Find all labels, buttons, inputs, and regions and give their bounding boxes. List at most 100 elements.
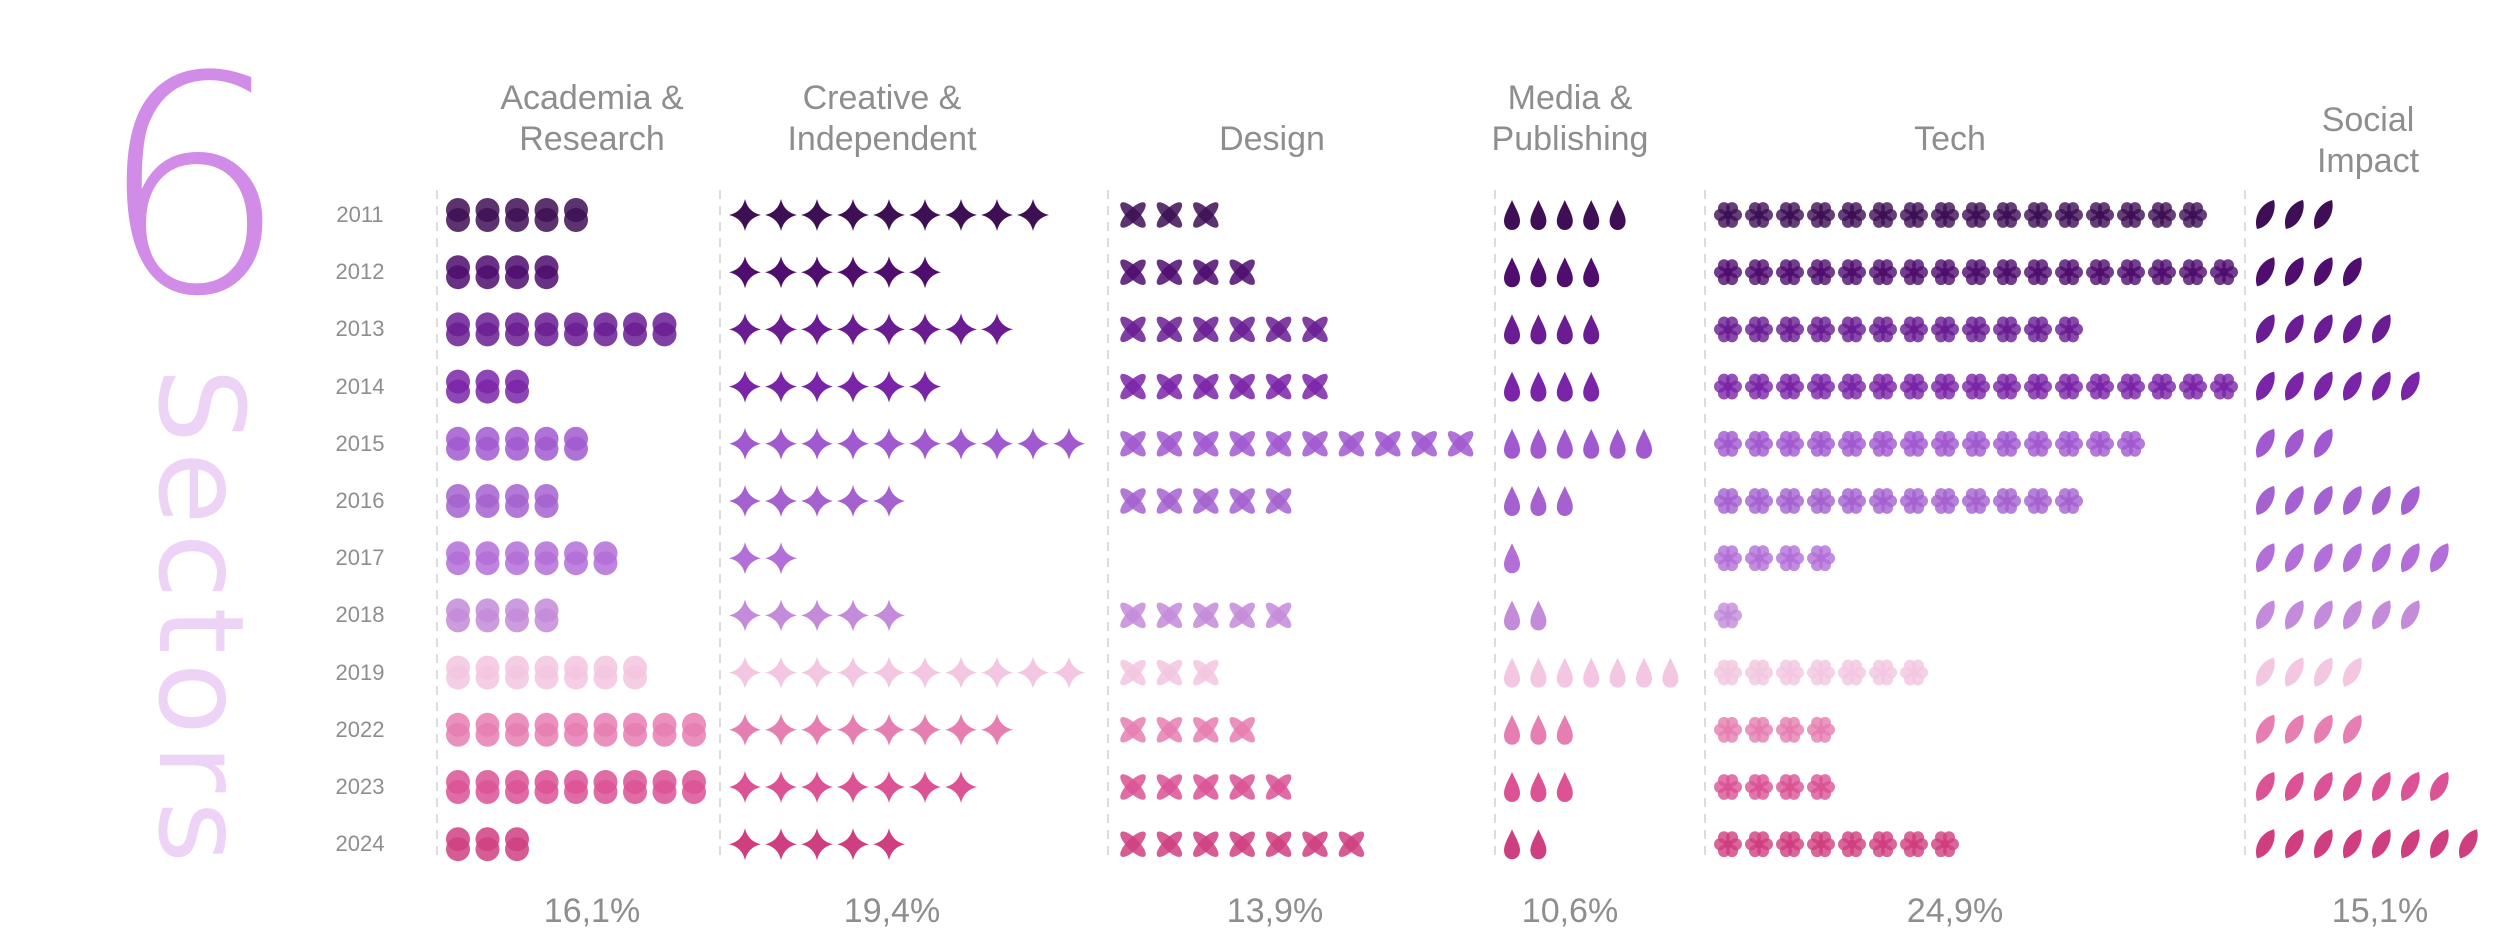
- flower-icon: [1900, 831, 1928, 858]
- double-circle-icon: [475, 541, 500, 576]
- flower-icon: [1714, 259, 1742, 286]
- double-circle-icon: [534, 484, 559, 518]
- sparkle-star-icon: [981, 313, 1013, 346]
- drop-icon: [1530, 200, 1547, 230]
- sparkle-star-icon: [729, 599, 761, 632]
- drop-icon: [1530, 314, 1547, 345]
- leaf-icon: [2313, 486, 2333, 515]
- flower-icon: [1869, 430, 1897, 457]
- x-petal-icon: [1229, 774, 1255, 800]
- flower-icon: [1900, 316, 1928, 343]
- x-petal-icon: [1229, 831, 1255, 857]
- year-label: 2015: [335, 430, 385, 456]
- x-petal-icon: [1156, 602, 1183, 629]
- sparkle-star-icon: [729, 485, 761, 517]
- x-petal-icon: [1156, 659, 1183, 686]
- sparkle-star-icon: [729, 771, 761, 803]
- sparkle-star-icon: [765, 656, 797, 689]
- x-petal-icon: [1265, 373, 1292, 400]
- drop-icon: [1583, 657, 1600, 688]
- x-petal-icon: [1229, 602, 1255, 629]
- double-circle-icon: [446, 541, 470, 576]
- flower-icon: [1807, 545, 1835, 572]
- sparkle-star-icon: [981, 427, 1013, 460]
- x-petal-icon: [1265, 316, 1292, 343]
- flower-icon: [2055, 488, 2083, 514]
- leaf-icon: [2429, 829, 2449, 859]
- sparkle-star-icon: [873, 599, 905, 632]
- flower-icon: [1807, 774, 1835, 800]
- flower-icon: [1807, 259, 1835, 286]
- sparkle-star-icon: [729, 256, 761, 289]
- flower-icon: [1714, 488, 1742, 514]
- flower-icon: [1776, 259, 1804, 286]
- flower-icon: [1931, 316, 1959, 343]
- drop-icon: [1504, 200, 1520, 230]
- sparkle-star-icon: [765, 199, 797, 231]
- sparkle-star-icon: [873, 370, 905, 403]
- drop-icon: [1504, 371, 1520, 402]
- double-circle-icon: [446, 770, 470, 804]
- flower-icon: [1869, 259, 1897, 286]
- flower-icon: [1714, 545, 1742, 572]
- drop-icon: [1530, 371, 1547, 402]
- x-petal-icon: [1156, 259, 1183, 285]
- drop-icon: [1556, 371, 1573, 402]
- flower-icon: [1838, 488, 1866, 514]
- year-label: 2012: [335, 259, 385, 285]
- leaf-icon: [2342, 257, 2362, 287]
- double-circle-icon: [564, 198, 588, 232]
- flower-icon: [1931, 488, 1959, 514]
- year-label: 2019: [335, 659, 385, 685]
- year-label: 2023: [335, 774, 385, 799]
- flower-icon: [2148, 373, 2176, 400]
- leaf-icon: [2284, 314, 2304, 344]
- x-petal-icon: [1193, 259, 1219, 285]
- flower-icon: [1993, 430, 2021, 457]
- sparkle-star-icon: [765, 599, 797, 632]
- flower-icon: [1776, 488, 1804, 514]
- flower-icon: [2117, 430, 2145, 457]
- leaf-icon: [2313, 314, 2333, 344]
- sparkle-star-icon: [801, 599, 833, 632]
- flower-icon: [2024, 316, 2052, 343]
- x-petal-icon: [1265, 431, 1292, 457]
- drop-icon: [1504, 714, 1520, 745]
- leaf-icon: [2313, 714, 2333, 744]
- drop-icon: [1530, 257, 1547, 288]
- x-petal-icon: [1193, 831, 1219, 857]
- flower-icon: [1745, 545, 1773, 572]
- flower-icon: [1962, 430, 1990, 457]
- double-circle-icon: [564, 426, 588, 461]
- drop-icon: [1504, 543, 1520, 574]
- flower-icon: [1714, 202, 1742, 228]
- year-label: 2016: [335, 488, 385, 513]
- flower-icon: [2055, 373, 2083, 400]
- leaf-icon: [2255, 257, 2275, 287]
- leaf-icon: [2313, 772, 2333, 801]
- flower-icon: [1900, 488, 1928, 514]
- sparkle-star-icon: [765, 713, 797, 746]
- x-petal-icon: [1302, 316, 1328, 343]
- leaf-icon: [2255, 829, 2275, 859]
- flower-icon: [2148, 259, 2176, 286]
- sparkle-star-icon: [873, 485, 905, 517]
- double-circle-icon: [475, 312, 500, 347]
- sparkle-star-icon: [765, 485, 797, 517]
- leaf-icon: [2255, 600, 2275, 630]
- sparkle-star-icon: [765, 256, 797, 289]
- sparkle-star-icon: [801, 256, 833, 289]
- sparkle-star-icon: [873, 656, 905, 689]
- sector-title: Tech: [1914, 120, 1986, 158]
- sparkle-star-icon: [873, 313, 905, 346]
- year-label: 2024: [335, 831, 385, 857]
- sparkle-star-icon: [873, 713, 905, 746]
- flower-icon: [2117, 373, 2145, 400]
- double-circle-icon: [475, 655, 500, 690]
- sparkle-star-icon: [1053, 427, 1085, 460]
- x-petal-icon: [1156, 373, 1183, 400]
- leaf-icon: [2371, 314, 2391, 344]
- leaf-icon: [2371, 600, 2391, 630]
- double-circle-icon: [534, 255, 559, 290]
- flower-icon: [1714, 774, 1742, 800]
